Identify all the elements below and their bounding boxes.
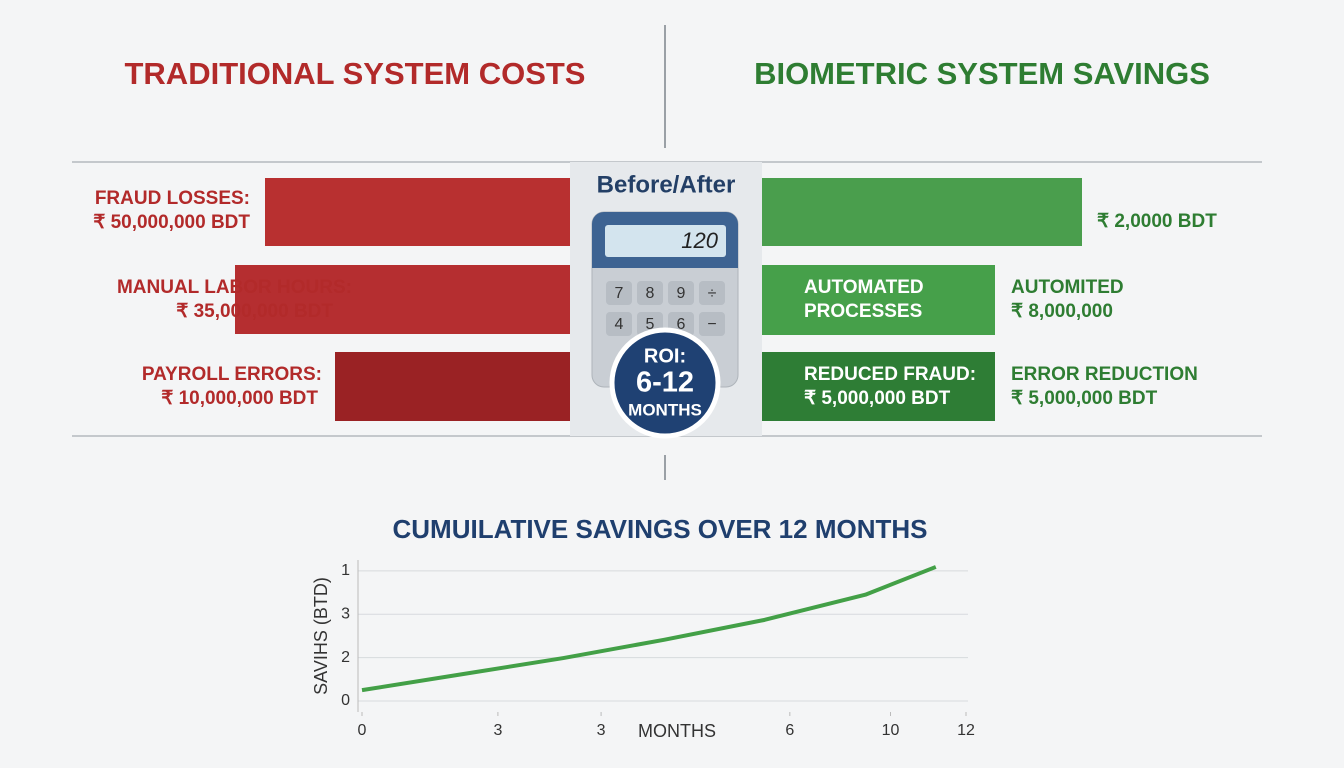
right-title: BIOMETRIC SYSTEM SAVINGS — [754, 56, 1210, 91]
savings-amount: ₹ 5,000,000 BDT — [1011, 388, 1158, 409]
roi-label: ROI: — [644, 345, 686, 367]
calculator-title: Before/After — [597, 171, 736, 198]
calculator-key — [606, 281, 632, 305]
cost-label: PAYROLL ERRORS: — [142, 364, 322, 385]
cost-bar — [265, 178, 570, 246]
cost-bar — [235, 265, 570, 334]
cost-amount: ₹ 50,000,000 BDT — [93, 212, 250, 233]
calculator-key — [606, 312, 632, 336]
savings-inner-label: REDUCED FRAUD: — [804, 364, 976, 385]
roi-unit: MONTHS — [628, 400, 702, 419]
savings-amount: ₹ 2,0000 BDT — [1097, 211, 1217, 232]
cost-label: FRAUD LOSSES: — [95, 188, 250, 209]
savings-bar — [762, 265, 995, 335]
chart-title: CUMUILATIVE SAVINGS OVER 12 MONTHS — [393, 514, 928, 544]
y-tick-label: 1 — [341, 562, 350, 579]
savings-bar — [762, 352, 995, 421]
calculator-key — [668, 281, 694, 305]
cost-amount: ₹ 10,000,000 BDT — [161, 388, 318, 409]
x-tick-label: 3 — [597, 722, 606, 739]
calculator-display: 120 — [681, 228, 718, 253]
roi-value: 6-12 — [636, 367, 694, 399]
cost-label: MANUAL LABOR HOURS: — [117, 277, 352, 298]
calculator-screen — [605, 225, 726, 257]
calculator-key-label: ÷ — [708, 285, 717, 302]
y-tick-label: 3 — [341, 605, 350, 622]
savings-amount: ₹ 8,000,000 — [1011, 301, 1113, 322]
left-title: TRADITIONAL SYSTEM COSTS — [124, 56, 585, 91]
savings-inner-amount: ₹ 5,000,000 BDT — [804, 388, 951, 409]
x-axis-label: MONTHS — [638, 721, 716, 741]
calculator-keys: 7 8 9 ÷ 4 5 6 − — [606, 281, 725, 336]
cost-amount: ₹ 35,000,000 BDT — [176, 301, 333, 322]
x-tick-label: 6 — [785, 722, 794, 739]
y-tick-label: 2 — [341, 649, 350, 666]
savings-inner-label: PROCESSES — [804, 301, 922, 322]
calculator-key-label: 8 — [646, 285, 655, 302]
x-tick-label: 0 — [358, 722, 367, 739]
calculator-key-label: − — [707, 316, 716, 333]
x-tick-label: 12 — [957, 722, 975, 739]
savings-label: AUTOMITED — [1011, 277, 1124, 298]
calculator-key-label: 4 — [615, 316, 624, 333]
calculator-key — [699, 312, 725, 336]
roi-badge — [609, 327, 721, 439]
x-tick-label: 3 — [493, 722, 502, 739]
savings-bar — [762, 178, 1082, 246]
calculator-key-label: 6 — [677, 316, 686, 333]
calculator-key-label: 5 — [646, 316, 655, 333]
calculator-key-label: 7 — [615, 285, 624, 302]
y-tick-label: 0 — [341, 692, 350, 709]
y-axis-label: SAVIHS (BTD) — [311, 577, 331, 695]
calculator-key-label: 9 — [677, 285, 686, 302]
savings-line — [361, 565, 937, 693]
x-tick-label: 10 — [882, 722, 900, 739]
savings-label: ERROR REDUCTION — [1011, 364, 1198, 385]
cost-bar — [335, 352, 570, 421]
calculator-key — [637, 281, 663, 305]
calculator-key — [699, 281, 725, 305]
savings-inner-label: AUTOMATED — [804, 277, 924, 298]
